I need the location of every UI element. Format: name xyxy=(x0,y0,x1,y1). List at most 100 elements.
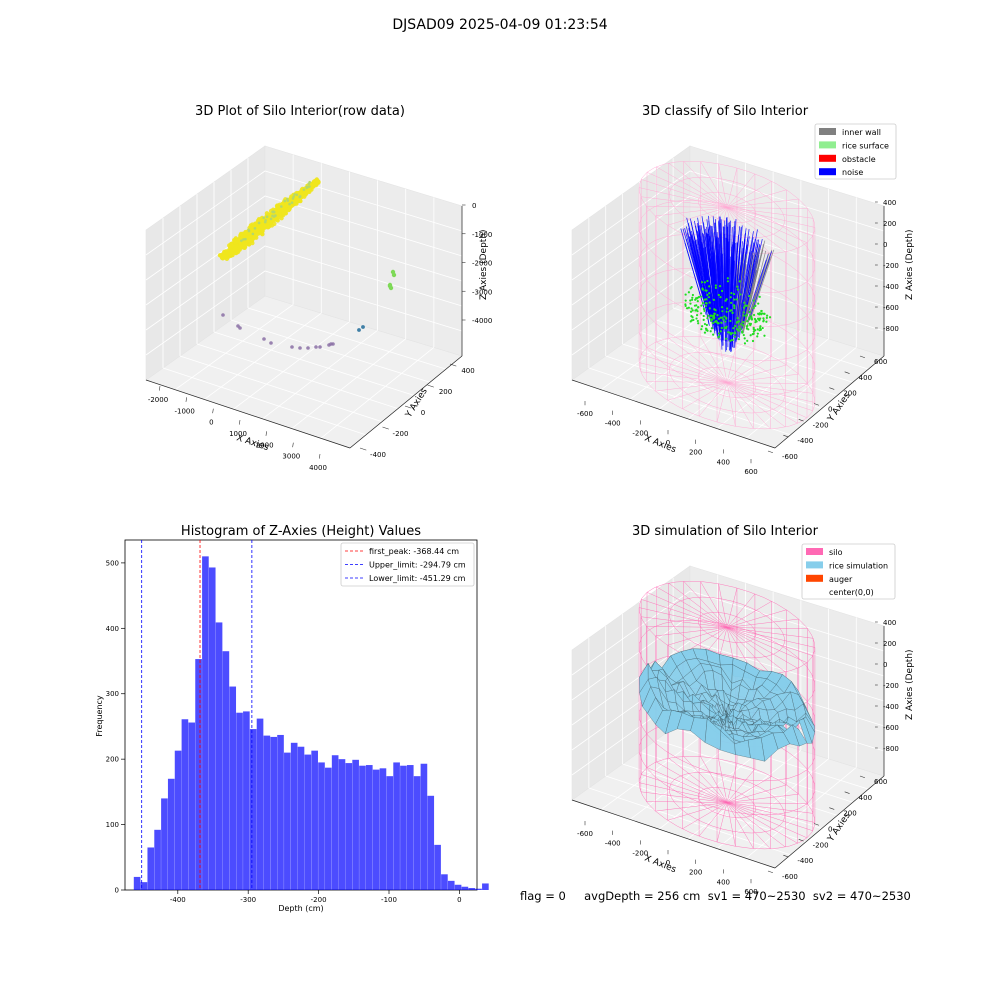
raw-point xyxy=(293,195,299,201)
raw-point xyxy=(256,229,262,234)
sim-z-tick-label: 400 xyxy=(883,619,896,627)
raw-point xyxy=(236,243,241,248)
raw-point xyxy=(292,195,295,198)
cls-rice-point xyxy=(697,322,700,325)
raw-point xyxy=(260,231,265,237)
raw-point xyxy=(305,185,311,190)
cls-rice-point xyxy=(709,314,713,317)
sim-y-tick-label: 600 xyxy=(874,778,887,786)
sim-surface-cell xyxy=(718,712,728,724)
sim-surface-cell xyxy=(726,714,733,727)
cls-noise-ray xyxy=(731,242,738,344)
sim-surface-cell xyxy=(746,662,764,690)
sim-surface-cell xyxy=(759,670,777,691)
sim-surface-cell xyxy=(704,718,721,751)
cls-noise-ray xyxy=(696,239,713,321)
cls-wire-ring xyxy=(639,302,815,396)
sim-surface-cell xyxy=(705,720,717,726)
cls-noise-ray xyxy=(732,226,741,298)
raw-point xyxy=(272,208,277,214)
cls-wire-spoke xyxy=(726,167,738,208)
cls-noise-ray xyxy=(720,253,725,341)
raw-point xyxy=(310,183,316,189)
raw-point xyxy=(286,206,291,212)
raw-point xyxy=(293,193,296,196)
histogram-bar xyxy=(161,798,168,890)
raw-point xyxy=(231,249,236,255)
cls-rice-point xyxy=(684,304,687,307)
sim-surface-cell xyxy=(783,724,800,747)
cls-noise-ray xyxy=(733,226,742,318)
cls-y-tick-label: -600 xyxy=(782,453,798,461)
raw-point xyxy=(245,229,251,234)
raw-point xyxy=(227,248,232,254)
raw-point xyxy=(294,190,299,196)
raw-point xyxy=(297,192,302,197)
raw-point xyxy=(248,230,253,235)
cls-rice-point xyxy=(733,298,736,301)
cls-y-tick-label: 600 xyxy=(874,358,887,366)
raw-point xyxy=(294,194,299,199)
cls-x-tick-label: -200 xyxy=(632,429,648,437)
sim-surface-cell xyxy=(731,715,740,728)
histogram-legend-box xyxy=(340,542,475,587)
sim-surface-cell xyxy=(769,722,780,731)
cls-rice-point xyxy=(748,294,751,298)
raw-x-tick-mark xyxy=(239,419,241,425)
raw-point xyxy=(275,208,280,213)
sim-surface-cell xyxy=(656,677,668,702)
cls-wire-spoke xyxy=(726,382,736,427)
simulation-ylabel: Y Axies xyxy=(826,811,853,845)
cls-rice-point xyxy=(712,315,715,318)
raw-point xyxy=(304,188,309,193)
raw-point xyxy=(307,183,313,188)
classify-tick-labels: -600-400-2000200400600-600-400-200020040… xyxy=(577,199,899,476)
simulation-3d-axes-box xyxy=(571,565,885,869)
raw-point xyxy=(222,254,227,259)
cls-noise-ray xyxy=(712,216,721,303)
cls-noise-ray xyxy=(732,255,740,329)
sim-surface-cell xyxy=(783,681,799,695)
histogram-bar xyxy=(167,778,175,890)
sim-surface-cell xyxy=(769,684,785,695)
cls-noise-ray xyxy=(749,249,773,314)
cls-noise-ray xyxy=(702,232,716,334)
raw-point xyxy=(223,253,228,258)
raw-point xyxy=(280,206,285,212)
cls-noise-ray xyxy=(750,249,775,320)
sim-surface-cell xyxy=(747,724,759,736)
sim-surface-cell xyxy=(744,719,754,727)
sim-legend-label: rice simulation xyxy=(829,561,888,570)
raw-point xyxy=(241,242,246,247)
cls-noise-ray xyxy=(738,261,752,335)
histogram-bar xyxy=(461,886,469,890)
cls-noise-ray xyxy=(730,243,735,352)
raw-point xyxy=(271,215,276,221)
sim-surface-cell xyxy=(719,714,728,723)
raw-point xyxy=(246,234,251,239)
cls-rice-point xyxy=(700,325,704,328)
cls-noise-ray xyxy=(733,240,742,333)
raw-point xyxy=(265,215,269,219)
sim-wire-spoke xyxy=(726,802,815,823)
raw-point xyxy=(222,252,227,257)
cls-rice-point xyxy=(736,288,739,291)
raw-point xyxy=(235,249,241,255)
cls-rice-point xyxy=(746,339,749,342)
cls-rice-point xyxy=(733,335,736,338)
raw-point xyxy=(252,224,257,229)
cls-rice-point xyxy=(695,308,698,311)
raw-point xyxy=(289,194,294,199)
sim-surface-cell xyxy=(730,709,738,718)
raw-point xyxy=(298,346,302,350)
raw-point xyxy=(247,238,253,243)
raw-point xyxy=(221,313,225,317)
cls-rice-point xyxy=(756,332,759,335)
raw-point xyxy=(232,240,238,245)
raw-point xyxy=(266,220,271,225)
raw-point xyxy=(301,187,306,193)
cls-rice-point xyxy=(689,299,692,302)
sim-surface-cell xyxy=(661,655,677,678)
raw-point xyxy=(246,228,251,233)
raw-point xyxy=(298,195,302,198)
